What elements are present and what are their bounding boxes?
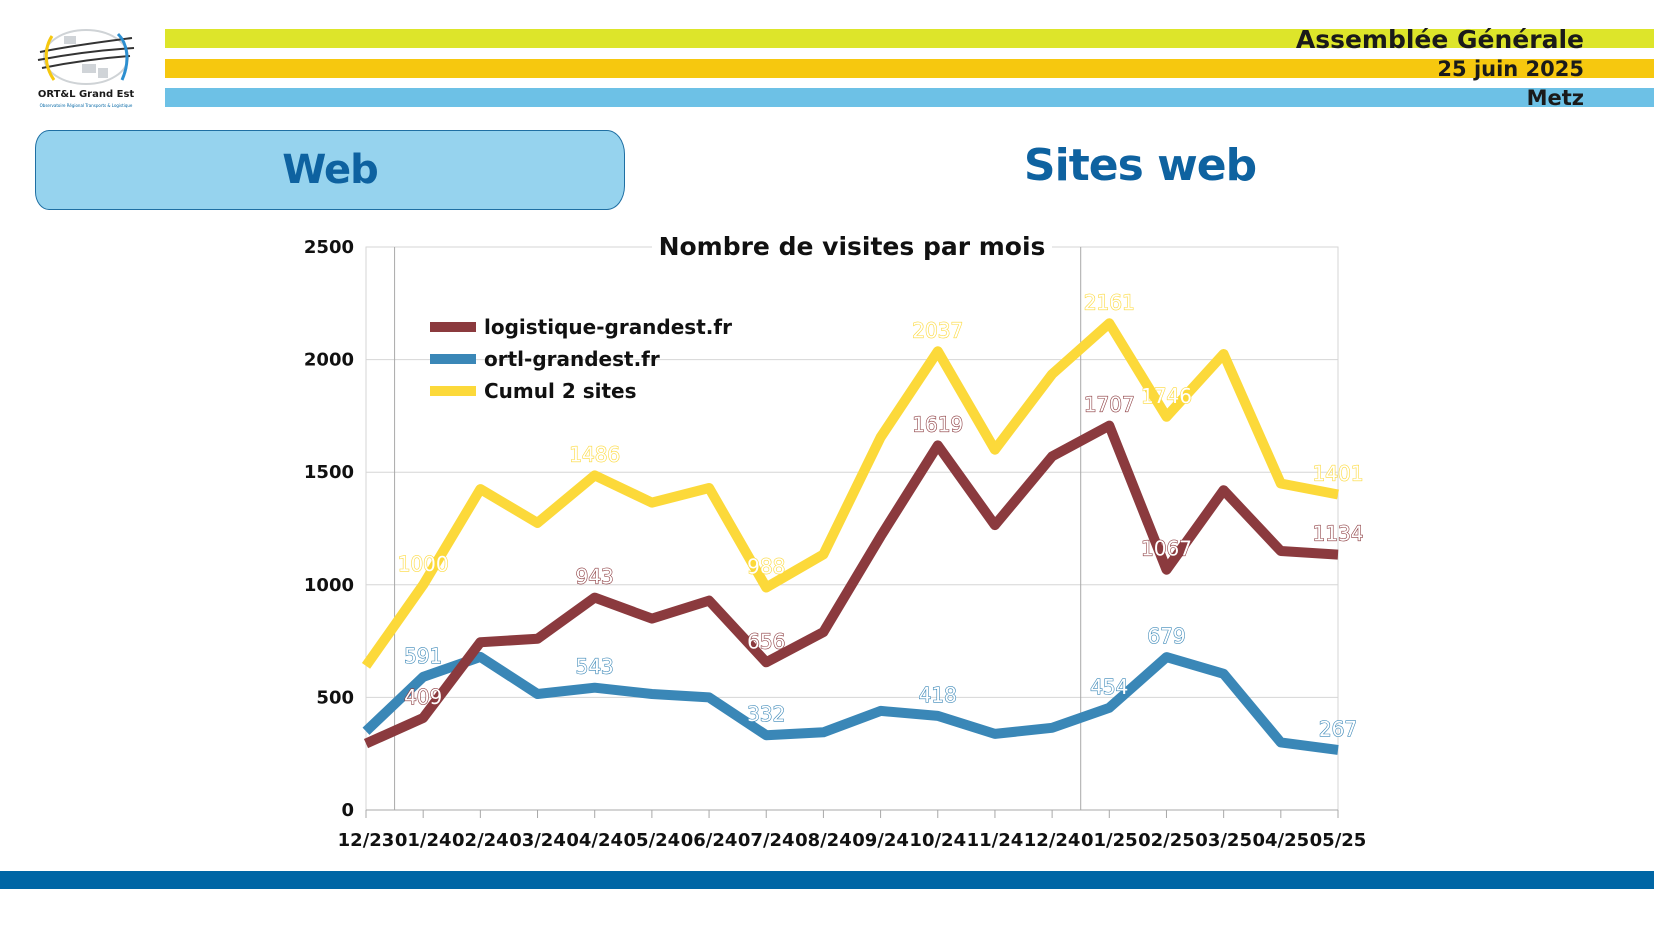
data-label: 409 (404, 685, 442, 709)
data-label: 656 (747, 629, 785, 653)
web-section-label: Web (282, 147, 378, 193)
legend-label: Cumul 2 sites (484, 379, 636, 403)
x-tick-label: 03/25 (1195, 830, 1252, 851)
x-tick-label: 05/25 (1310, 830, 1367, 851)
legend-label: logistique-grandest.fr (484, 315, 732, 339)
x-tick-label: 02/25 (1138, 830, 1195, 851)
header-band-green (165, 29, 1654, 48)
data-label: 1746 (1141, 384, 1192, 408)
x-tick-label: 05/24 (624, 830, 681, 851)
web-section-tab: Web (35, 130, 625, 210)
data-label: 1619 (912, 412, 963, 436)
data-label: 1707 (1084, 393, 1135, 417)
data-label: 543 (576, 655, 614, 679)
data-label: 1486 (569, 442, 620, 466)
data-label: 1067 (1141, 537, 1192, 561)
x-tick-label: 11/24 (967, 830, 1024, 851)
x-tick-label: 06/24 (681, 830, 738, 851)
header-band-blue (165, 88, 1654, 107)
data-label: 418 (919, 683, 957, 707)
footer-bar (0, 871, 1654, 889)
x-tick-label: 04/25 (1252, 830, 1309, 851)
data-label: 988 (747, 555, 785, 579)
data-label: 943 (576, 565, 614, 589)
data-label: 2161 (1084, 290, 1135, 314)
series-line (363, 420, 1339, 749)
x-tick-label: 12/23 (338, 830, 395, 851)
logo-graphic-icon (37, 29, 135, 85)
y-tick-label: 1500 (304, 462, 354, 483)
data-label: 1401 (1313, 461, 1364, 485)
x-tick-label: 01/24 (395, 830, 452, 851)
header-band-yellow (165, 59, 1654, 78)
x-tick-label: 04/24 (566, 830, 623, 851)
section-title: Sites web (1023, 140, 1257, 191)
series-line (362, 651, 1339, 755)
data-label: 454 (1090, 675, 1128, 699)
event-place: Metz (1526, 86, 1584, 110)
data-label: 2037 (912, 318, 963, 342)
x-tick-label: 02/24 (452, 830, 509, 851)
data-label: 332 (747, 702, 785, 726)
data-label: 267 (1319, 717, 1357, 741)
x-tick-label: 12/24 (1024, 830, 1081, 851)
logo-name: ORT&L Grand Est (37, 89, 135, 100)
data-label: 591 (404, 644, 442, 668)
x-tick-label: 07/24 (738, 830, 795, 851)
data-label: 1000 (398, 552, 449, 576)
y-tick-label: 500 (316, 687, 354, 708)
x-tick-label: 08/24 (795, 830, 852, 851)
x-tick-label: 01/25 (1081, 830, 1138, 851)
event-date: 25 juin 2025 (1437, 57, 1584, 81)
event-title: Assemblée Générale (1295, 25, 1584, 54)
y-tick-label: 0 (341, 800, 354, 821)
ortl-logo: ORT&L Grand Est Observatoire Régional Tr… (30, 26, 142, 114)
chart-title-backdrop (652, 231, 1052, 263)
logo-subtitle: Observatoire Régional Transports & Logis… (39, 103, 133, 108)
x-tick-label: 09/24 (852, 830, 909, 851)
series-line (361, 318, 1339, 669)
data-label: 679 (1147, 624, 1185, 648)
y-tick-label: 2000 (304, 350, 354, 371)
data-label: 1134 (1313, 522, 1364, 546)
y-tick-label: 1000 (304, 575, 354, 596)
legend-label: ortl-grandest.fr (484, 347, 660, 371)
x-tick-label: 03/24 (509, 830, 566, 851)
y-tick-label: 2500 (304, 237, 354, 258)
chart-title: Nombre de visites par mois (659, 232, 1046, 261)
x-tick-label: 10/24 (909, 830, 966, 851)
